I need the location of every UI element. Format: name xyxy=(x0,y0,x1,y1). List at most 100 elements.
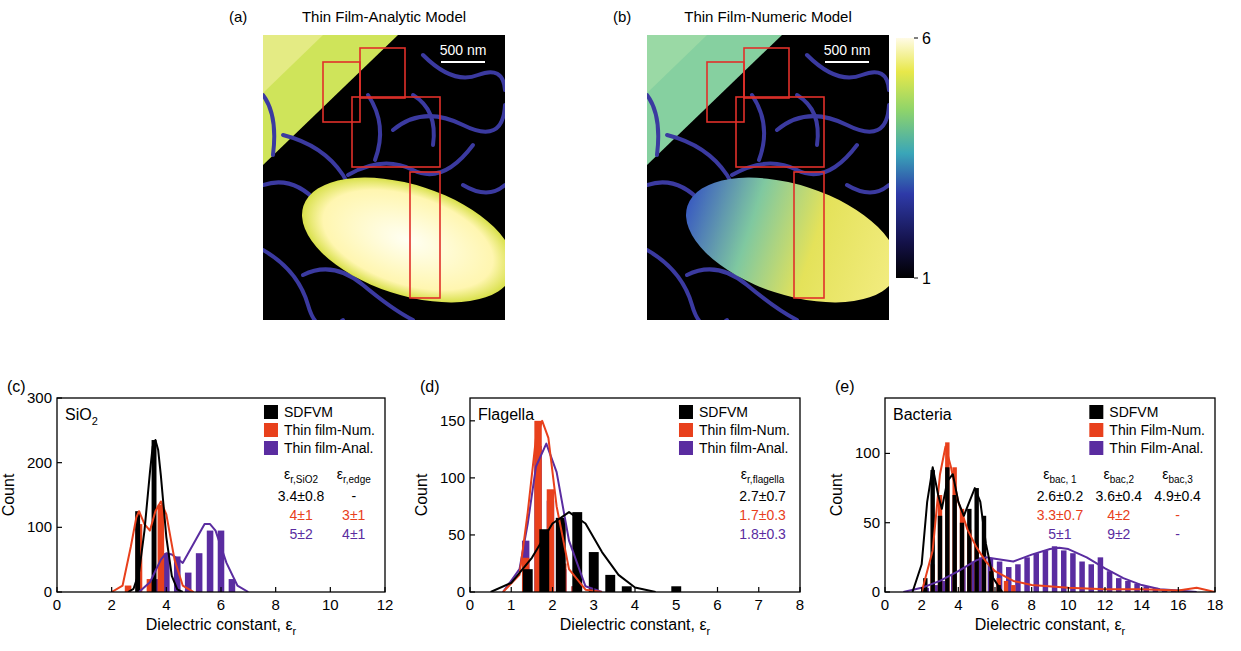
x-tick xyxy=(56,587,57,592)
histogram-bar xyxy=(1015,564,1021,592)
table-cell: 1.7±0.3 xyxy=(739,507,786,523)
x-tick xyxy=(469,587,470,592)
x-axis-title: Dielectric constant, εr xyxy=(146,616,297,637)
table-cell: 2.6±0.2 xyxy=(1037,488,1084,504)
y-tick-label: 200 xyxy=(27,454,52,471)
panel-letter: (d) xyxy=(420,378,440,395)
y-tick-label: 100 xyxy=(27,518,52,535)
x-tick xyxy=(220,587,221,592)
histogram-bar xyxy=(1070,553,1076,592)
x-tick xyxy=(1141,587,1142,592)
table-cell: 4±1 xyxy=(289,507,312,523)
fit-curve xyxy=(922,447,1215,593)
fit-curve xyxy=(128,440,183,592)
y-tick-label: 50 xyxy=(448,526,465,543)
panel-title: SiO2 xyxy=(65,406,98,427)
fit-curve xyxy=(491,512,656,592)
table-cell: 4±1 xyxy=(342,526,365,542)
region-box xyxy=(744,48,789,98)
text-subscript: r xyxy=(707,625,711,637)
text-base: Dielectric constant, ε xyxy=(975,616,1122,633)
legend-label: Thin film-Num. xyxy=(699,422,790,438)
y-axis-title: Count xyxy=(0,473,17,516)
x-tick-label: 10 xyxy=(322,596,339,613)
histogram-bar xyxy=(960,523,964,592)
text-subscript: 2 xyxy=(92,415,98,427)
text-subscript: r,edge xyxy=(343,474,371,485)
x-tick-label: 12 xyxy=(1097,596,1114,613)
histogram-bar xyxy=(207,531,214,592)
fit-curve xyxy=(913,467,1003,592)
flagellum xyxy=(263,95,274,155)
region-box xyxy=(736,97,824,167)
fit-curve xyxy=(139,524,248,592)
x-tick-label: 0 xyxy=(881,596,889,613)
x-tick xyxy=(1104,587,1105,592)
y-tick xyxy=(885,522,890,523)
flagellum xyxy=(777,105,889,132)
y-tick-label: 0 xyxy=(457,583,465,600)
panel-letter: (b) xyxy=(613,8,631,25)
region-box xyxy=(707,62,744,122)
region-box xyxy=(410,172,440,298)
y-tick-label: 0 xyxy=(44,583,52,600)
colorbar xyxy=(896,38,914,278)
x-tick xyxy=(593,587,594,592)
x-tick xyxy=(799,587,800,592)
legend: SDFVMThin film-Num.Thin film-Anal. xyxy=(679,404,790,456)
x-axis-title: Dielectric constant, εr xyxy=(560,616,711,637)
colorbar-tick-label: 1 xyxy=(922,270,931,287)
histogram-bar xyxy=(1061,550,1067,592)
y-tick xyxy=(470,591,475,592)
x-tick xyxy=(634,587,635,592)
fit-curve xyxy=(503,421,602,592)
x-tick-label: 8 xyxy=(1027,596,1035,613)
value-table: εr,SiO2εr,edge3.4±0.8-4±13±15±24±1 xyxy=(278,466,371,542)
x-tick xyxy=(330,587,331,592)
scale-bar-label: 500 nm xyxy=(440,42,487,58)
flagellum xyxy=(413,95,434,145)
y-tick xyxy=(885,591,890,592)
flagellum xyxy=(423,55,505,90)
panel-title: Bacteria xyxy=(893,406,952,423)
legend: SDFVMThin Film-Num.Thin Film-Anal. xyxy=(1089,404,1205,456)
y-tick-label: 0 xyxy=(872,583,880,600)
y-axis-title: Count xyxy=(828,473,845,516)
y-tick-label: 100 xyxy=(855,444,880,461)
x-tick xyxy=(758,587,759,592)
panel-letter: (a) xyxy=(229,8,247,25)
colorbar-tick xyxy=(914,38,918,39)
histogram-bar xyxy=(1098,557,1104,592)
x-tick xyxy=(511,587,512,592)
histogram-bar xyxy=(589,552,599,592)
y-tick-label: 150 xyxy=(440,412,465,429)
histogram-bar xyxy=(974,488,978,592)
region-box xyxy=(352,97,440,167)
text-base: Dielectric constant, ε xyxy=(146,616,293,633)
table-header: εr,edge xyxy=(337,466,371,485)
plot-data xyxy=(903,442,1215,592)
legend-swatch xyxy=(1089,441,1103,455)
x-tick-label: 8 xyxy=(271,596,279,613)
colorbar-tick-label: 6 xyxy=(922,30,931,47)
panel-title: Thin Film-Numeric Model xyxy=(684,8,852,25)
legend-swatch xyxy=(1089,405,1103,419)
histogram-bar xyxy=(1125,581,1131,592)
x-tick-label: 1 xyxy=(507,596,515,613)
value-table: εbac, 1εbac,2εbac,32.6±0.23.6±0.44.9±0.4… xyxy=(1037,466,1201,542)
scale-bar-label: 500 nm xyxy=(824,42,871,58)
plot-frame xyxy=(885,398,1215,592)
histogram-bar xyxy=(196,553,203,592)
panel-title: Flagella xyxy=(478,406,534,423)
x-tick xyxy=(1178,587,1179,592)
y-tick-label: 50 xyxy=(863,514,880,531)
text-subscript: bac, 1 xyxy=(1049,474,1077,485)
scale-bar xyxy=(825,61,869,63)
value-table: εr,flagella2.7±0.71.7±0.31.8±0.3 xyxy=(739,466,786,542)
x-tick-label: 16 xyxy=(1170,596,1187,613)
x-tick xyxy=(111,587,112,592)
x-tick-label: 6 xyxy=(217,596,225,613)
text-subscript: bac,3 xyxy=(1168,474,1193,485)
x-tick-label: 18 xyxy=(1207,596,1224,613)
x-tick-label: 10 xyxy=(1060,596,1077,613)
